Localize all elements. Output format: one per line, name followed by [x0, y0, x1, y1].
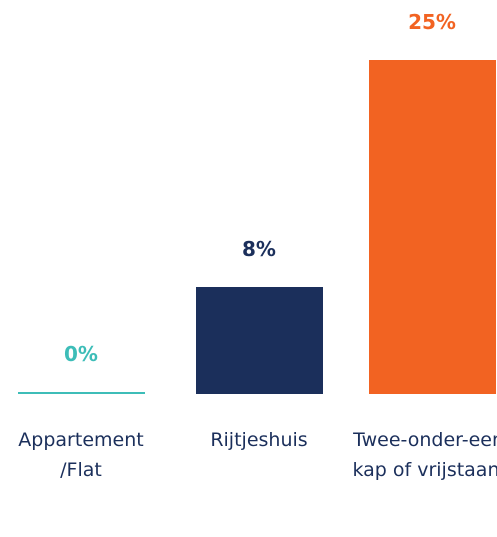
category-label: Twee-onder-een-kap of vrijstaand: [352, 429, 497, 481]
bar: [368, 60, 496, 394]
category-label: Appartement /Flat: [18, 429, 144, 481]
value-label: 25%: [408, 10, 456, 34]
value-label: 8%: [242, 237, 276, 262]
bar: [17, 392, 145, 394]
value-label: 0%: [64, 342, 98, 366]
bar: [195, 287, 323, 394]
category-label: Rijtjeshuis: [210, 429, 308, 451]
